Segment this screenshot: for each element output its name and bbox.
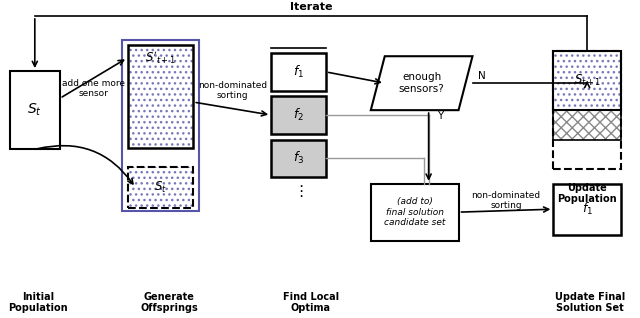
Text: Update
Population: Update Population xyxy=(557,183,617,204)
Bar xyxy=(553,51,621,110)
Bar xyxy=(127,167,193,208)
Text: $S_t$: $S_t$ xyxy=(28,102,42,118)
Bar xyxy=(127,45,193,149)
Text: Iterate: Iterate xyxy=(290,2,332,12)
Text: Generate
Offsprings: Generate Offsprings xyxy=(141,292,198,313)
Bar xyxy=(11,72,59,149)
Bar xyxy=(553,51,621,110)
Text: $\vdots$: $\vdots$ xyxy=(293,183,304,198)
Bar xyxy=(10,71,60,149)
Text: Initial
Population: Initial Population xyxy=(8,292,68,313)
Text: non-dominated
sorting: non-dominated sorting xyxy=(198,80,267,100)
Bar xyxy=(122,39,199,211)
Text: $f_3$: $f_3$ xyxy=(293,150,304,166)
Text: $f_1$: $f_1$ xyxy=(293,64,304,80)
Polygon shape xyxy=(371,56,472,110)
Bar xyxy=(553,110,621,140)
Text: add one more
sensor: add one more sensor xyxy=(62,79,125,98)
Text: non-dominated
sorting: non-dominated sorting xyxy=(471,191,540,210)
Text: $f_1$: $f_1$ xyxy=(582,201,593,217)
Bar xyxy=(271,140,326,177)
Bar xyxy=(127,45,193,149)
Bar xyxy=(271,96,326,134)
Text: enough
sensors?: enough sensors? xyxy=(399,73,445,94)
Text: Y: Y xyxy=(436,111,443,121)
Text: $S'_{t+1}$: $S'_{t+1}$ xyxy=(145,50,176,66)
Text: Update Final
Solution Set: Update Final Solution Set xyxy=(555,292,625,313)
Text: Find Local
Optima: Find Local Optima xyxy=(283,292,339,313)
Text: $S_t$: $S_t$ xyxy=(154,180,167,195)
Bar xyxy=(127,167,193,208)
Text: $S_{t+1}$: $S_{t+1}$ xyxy=(573,73,601,88)
Text: (add to)
final solution
candidate set: (add to) final solution candidate set xyxy=(384,197,445,227)
Bar xyxy=(271,53,326,91)
Text: N: N xyxy=(479,71,486,81)
Bar xyxy=(371,184,458,241)
Bar xyxy=(553,51,621,169)
Text: $f_2$: $f_2$ xyxy=(293,107,304,123)
Bar xyxy=(553,110,621,140)
Bar xyxy=(553,184,621,235)
